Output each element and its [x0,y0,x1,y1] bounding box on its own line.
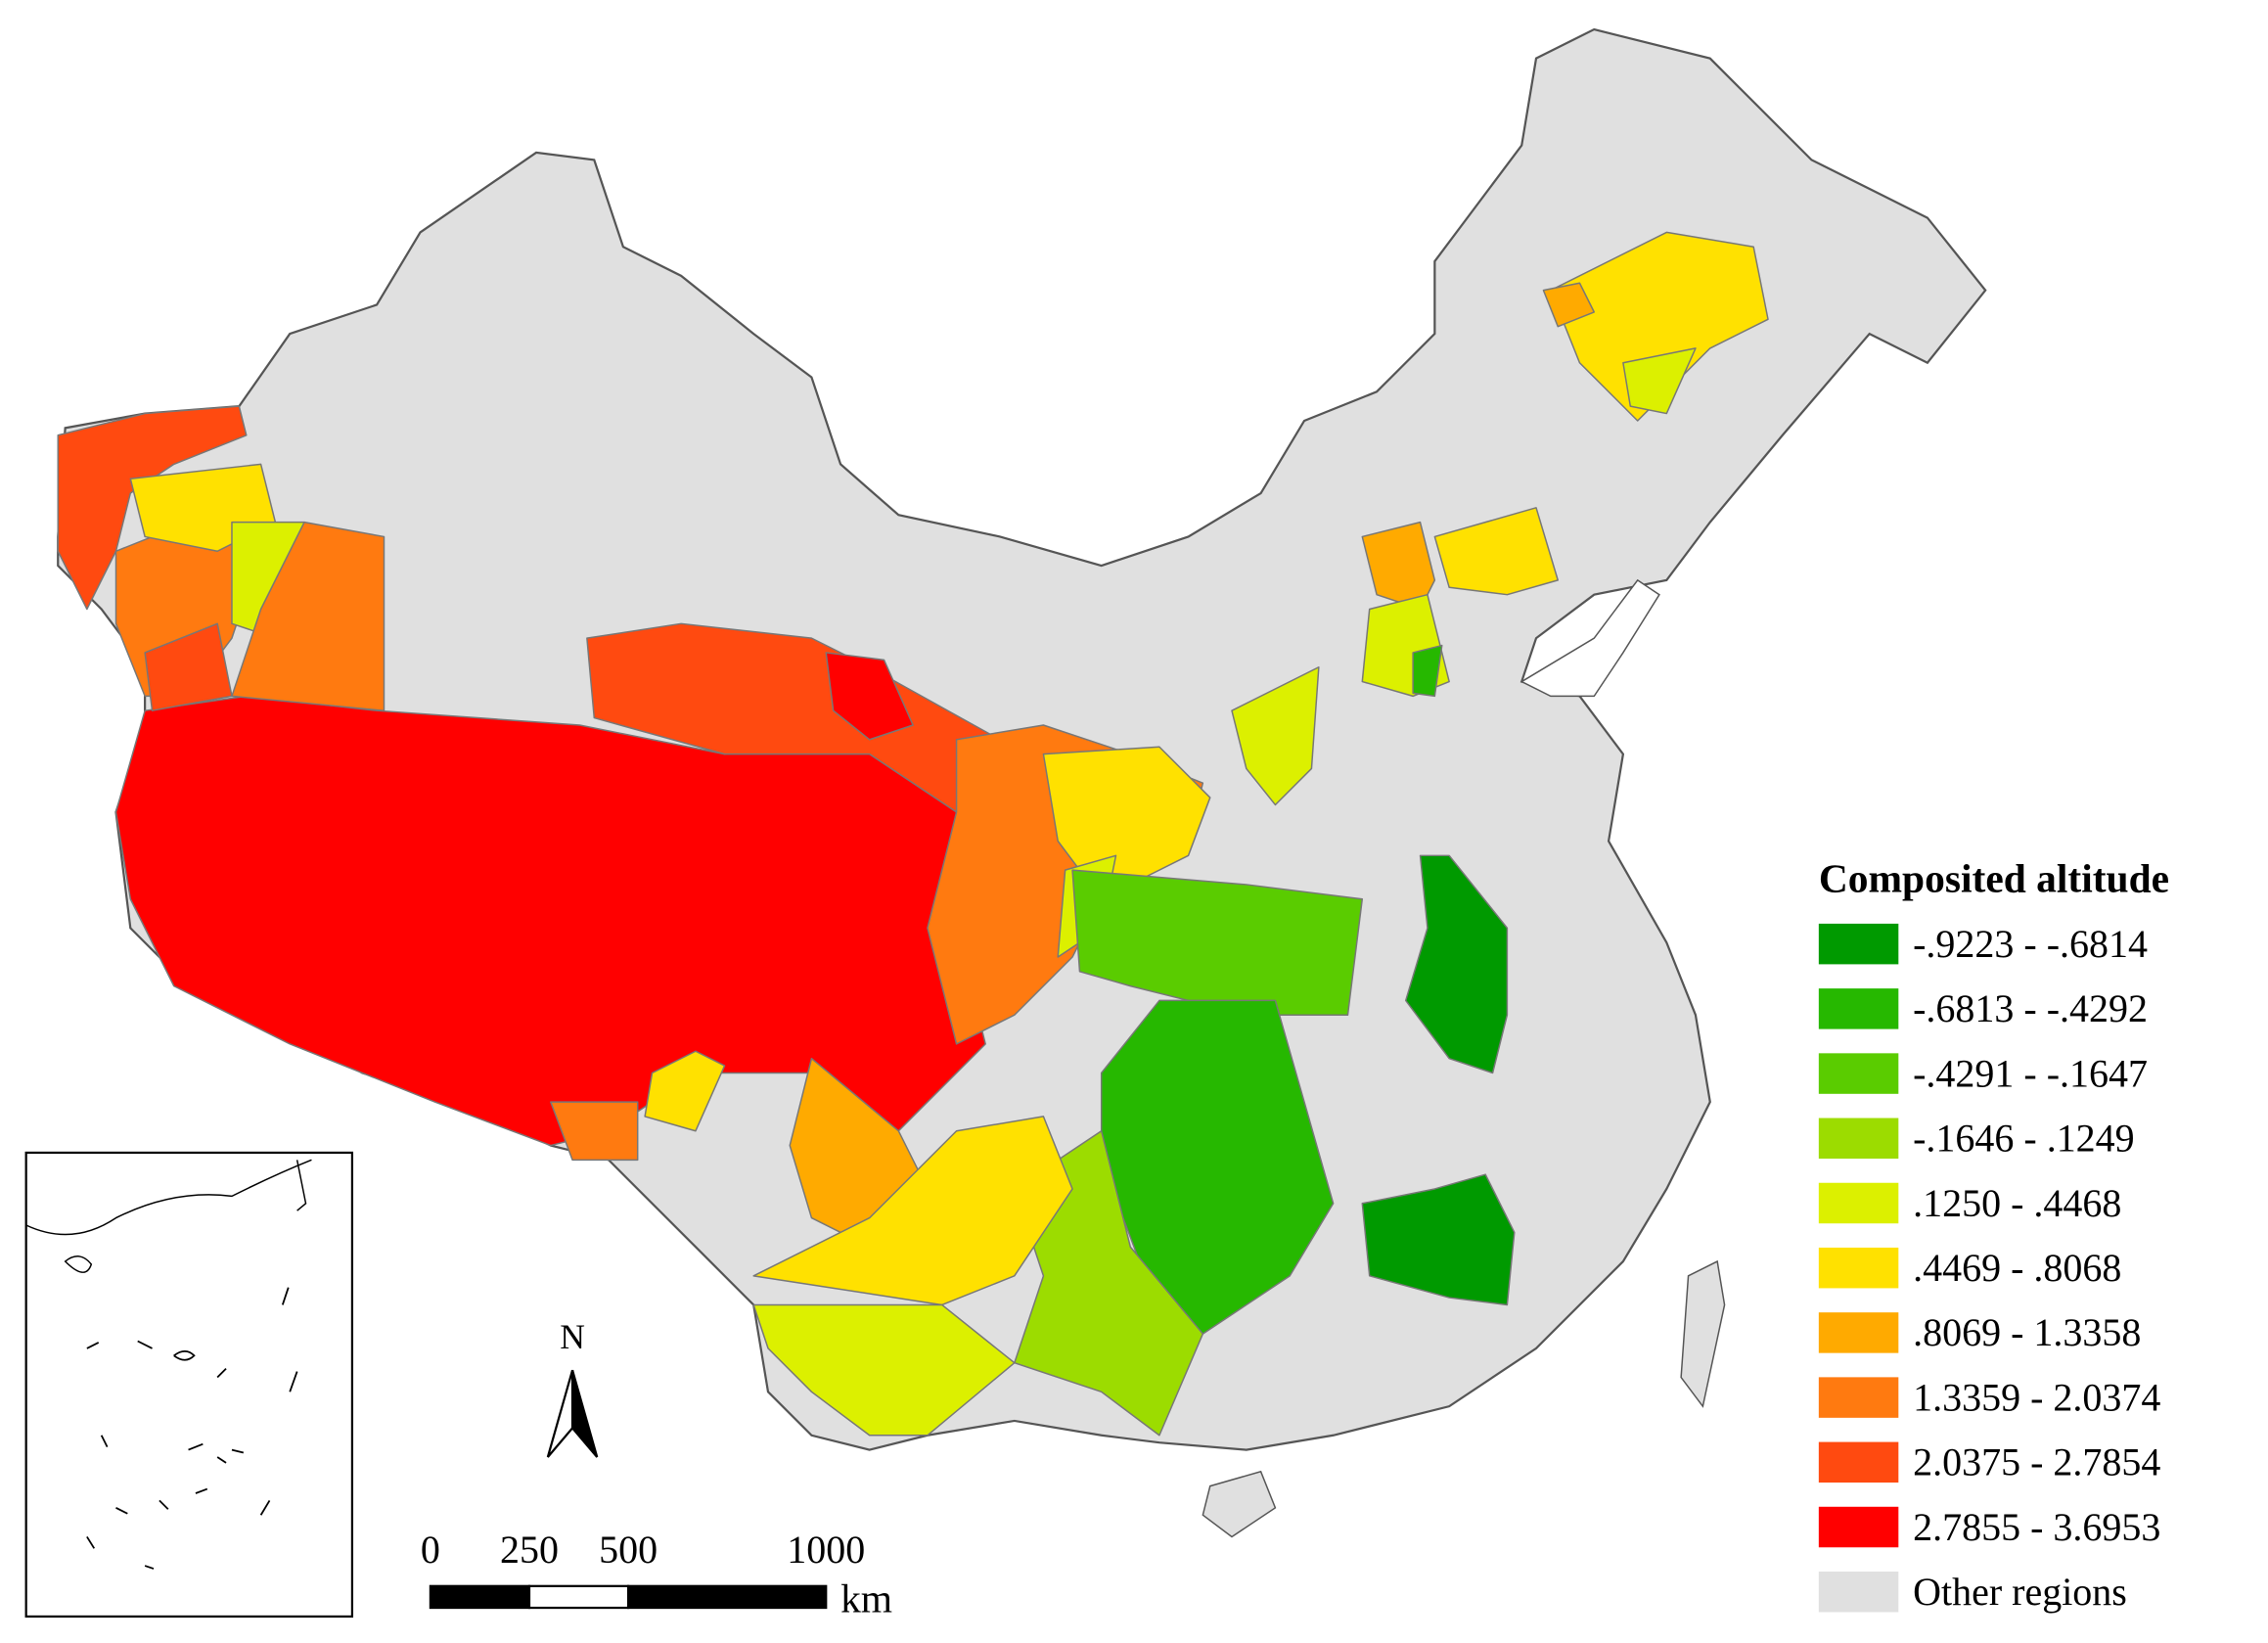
region [1231,666,1320,806]
legend-swatch [1818,1053,1899,1094]
region [825,652,914,741]
region [644,1050,726,1132]
legend-label: .1250 - .4468 [1913,1181,2121,1225]
legend-swatch [1818,1247,1899,1289]
legend-label: -.6813 - -.4292 [1913,986,2148,1030]
scale-tick-label: 250 [500,1528,559,1572]
region [550,1101,639,1162]
region [231,521,386,711]
region [1014,1129,1204,1437]
legend-swatch [1818,1312,1899,1353]
scale-segment [626,1584,828,1610]
legend-swatch [1818,1571,1899,1613]
regions [57,27,1987,1538]
scale-tick-label: 500 [599,1528,658,1572]
legend-label: 2.7855 - 3.6953 [1913,1505,2160,1549]
north-arrow: N [546,1317,599,1458]
region [752,1116,1073,1306]
scale-segment [429,1584,531,1610]
legend-swatch [1818,1182,1899,1224]
bohai-sea [1520,578,1660,698]
legend-swatch [1818,988,1899,1029]
scale-segment [527,1584,630,1610]
region [1550,231,1769,422]
scale-tick-label: 0 [421,1528,440,1572]
region [1412,644,1443,698]
hainan [1202,1470,1277,1538]
region [1100,999,1335,1335]
legend-label: 1.3359 - 2.0374 [1913,1375,2160,1419]
region [1622,347,1697,415]
region [752,1303,1016,1437]
legend-swatch [1818,1441,1899,1483]
region [144,622,233,711]
legend-label: .4469 - .8068 [1913,1246,2121,1290]
legend-label: .8069 - 1.3358 [1913,1310,2141,1354]
scale-unit: km [840,1575,892,1620]
legend-label: 2.0375 - 2.7854 [1913,1440,2160,1484]
legend-swatch [1818,1506,1899,1548]
legend-label: -.9223 - -.6814 [1913,922,2148,966]
legend-title: Composited altitude [1819,855,2169,900]
taiwan [1680,1259,1726,1408]
legend-swatch [1818,1118,1899,1160]
north-label: N [560,1317,585,1356]
legend-swatch [1818,923,1899,965]
scale-bar: km 0 250 500 1000 [421,1528,892,1620]
inset-map [24,1151,354,1619]
legend-label: Other regions [1913,1570,2127,1614]
region [1433,507,1559,596]
legend: Composited altitude -.9223 - -.6814 -.681… [1818,855,2169,1614]
legend-label: -.4291 - -.1647 [1913,1051,2148,1095]
region [1361,1173,1516,1306]
legend-label: -.1646 - .1249 [1913,1117,2135,1161]
region [1042,746,1211,900]
scale-tick-label: 1000 [787,1528,865,1572]
region [114,695,986,1162]
region [1542,282,1596,328]
legend-swatch [1818,1377,1899,1418]
region [1404,854,1509,1074]
